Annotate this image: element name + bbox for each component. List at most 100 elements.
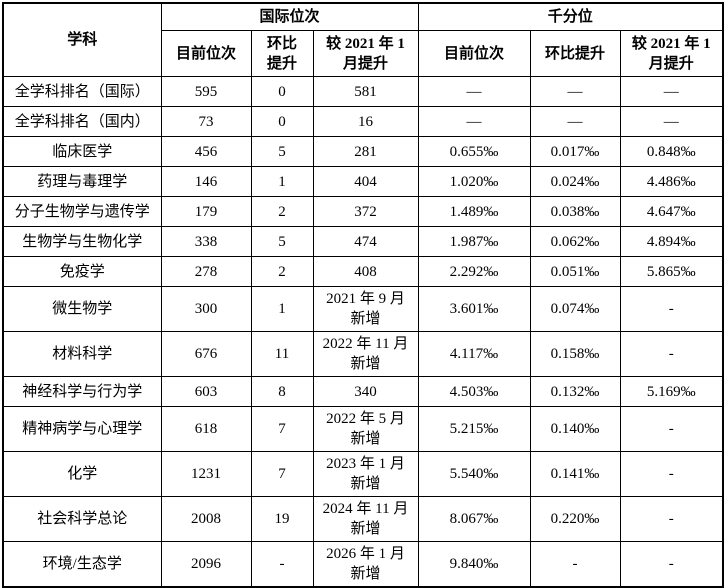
- value-cell: 5: [250, 136, 314, 167]
- subject-cell: 神经科学与行为学: [2, 376, 162, 407]
- value-cell: 2096: [160, 541, 252, 588]
- value-cell: 404: [312, 166, 419, 197]
- value-cell: 5.215‰: [417, 406, 531, 452]
- table-row: 社会科学总论 2008 19 2024 年 11 月 新增 8.067‰ 0.2…: [2, 496, 724, 542]
- value-cell: 1: [250, 166, 314, 197]
- table-row: 生物学与生物化学 338 5 474 1.987‰ 0.062‰ 4.894‰: [2, 226, 724, 257]
- value-cell: 11: [250, 331, 314, 377]
- table-row: 材料科学 676 11 2022 年 11 月 新增 4.117‰ 0.158‰…: [2, 331, 724, 377]
- value-cell: 3.601‰: [417, 286, 531, 332]
- value-cell: 4.647‰: [619, 196, 724, 227]
- value-cell: —: [417, 106, 531, 137]
- value-cell: 146: [160, 166, 252, 197]
- header-intl-gain-since-2021: 较 2021 年 1 月提升: [312, 30, 419, 77]
- value-cell: 2022 年 11 月 新增: [312, 331, 419, 377]
- value-cell: -: [250, 541, 314, 588]
- value-cell: 2022 年 5 月 新增: [312, 406, 419, 452]
- value-cell: 5.169‰: [619, 376, 724, 407]
- value-cell: 0.158‰: [529, 331, 621, 377]
- subject-cell: 生物学与生物化学: [2, 226, 162, 257]
- header-permille-current-rank: 目前位次: [417, 30, 531, 77]
- value-cell: 5: [250, 226, 314, 257]
- value-cell: 7: [250, 406, 314, 452]
- value-cell: 0.024‰: [529, 166, 621, 197]
- value-cell: -: [619, 286, 724, 332]
- value-cell: 2023 年 1 月 新增: [312, 451, 419, 497]
- value-cell: 1231: [160, 451, 252, 497]
- subject-cell: 精神病学与心理学: [2, 406, 162, 452]
- value-cell: 618: [160, 406, 252, 452]
- header-group-permille: 千分位: [417, 2, 724, 31]
- value-cell: 8: [250, 376, 314, 407]
- value-cell: —: [619, 106, 724, 137]
- header-permille-mom-gain: 环比提升: [529, 30, 621, 77]
- header-group-international-rank: 国际位次: [160, 2, 419, 31]
- value-cell: —: [529, 106, 621, 137]
- value-cell: 73: [160, 106, 252, 137]
- value-cell: 2: [250, 256, 314, 287]
- value-cell: 2021 年 9 月 新增: [312, 286, 419, 332]
- subject-cell: 分子生物学与遗传学: [2, 196, 162, 227]
- value-cell: —: [417, 76, 531, 107]
- value-cell: 19: [250, 496, 314, 542]
- value-cell: -: [619, 331, 724, 377]
- table-row: 免疫学 278 2 408 2.292‰ 0.051‰ 5.865‰: [2, 256, 724, 287]
- value-cell: 5.540‰: [417, 451, 531, 497]
- subject-cell: 临床医学: [2, 136, 162, 167]
- value-cell: 2.292‰: [417, 256, 531, 287]
- value-cell: 0: [250, 106, 314, 137]
- value-cell: 456: [160, 136, 252, 167]
- table-body: 全学科排名（国际） 595 0 581 — — — 全学科排名（国内） 73 0…: [2, 76, 724, 588]
- value-cell: 1: [250, 286, 314, 332]
- value-cell: 4.503‰: [417, 376, 531, 407]
- value-cell: 408: [312, 256, 419, 287]
- value-cell: 0.141‰: [529, 451, 621, 497]
- table-row: 分子生物学与遗传学 179 2 372 1.489‰ 0.038‰ 4.647‰: [2, 196, 724, 227]
- value-cell: 4.117‰: [417, 331, 531, 377]
- value-cell: 338: [160, 226, 252, 257]
- value-cell: 2: [250, 196, 314, 227]
- value-cell: 340: [312, 376, 419, 407]
- value-cell: 372: [312, 196, 419, 227]
- value-cell: 278: [160, 256, 252, 287]
- subject-cell: 社会科学总论: [2, 496, 162, 542]
- value-cell: -: [619, 541, 724, 588]
- value-cell: 0.140‰: [529, 406, 621, 452]
- value-cell: 603: [160, 376, 252, 407]
- table-row: 全学科排名（国内） 73 0 16 — — —: [2, 106, 724, 137]
- table-row: 全学科排名（国际） 595 0 581 — — —: [2, 76, 724, 107]
- value-cell: 1.987‰: [417, 226, 531, 257]
- value-cell: 0.655‰: [417, 136, 531, 167]
- value-cell: 300: [160, 286, 252, 332]
- subject-cell: 化学: [2, 451, 162, 497]
- value-cell: 16: [312, 106, 419, 137]
- value-cell: —: [529, 76, 621, 107]
- value-cell: 0.062‰: [529, 226, 621, 257]
- value-cell: -: [619, 451, 724, 497]
- value-cell: 0.017‰: [529, 136, 621, 167]
- value-cell: -: [619, 406, 724, 452]
- value-cell: 7: [250, 451, 314, 497]
- value-cell: 0: [250, 76, 314, 107]
- value-cell: 595: [160, 76, 252, 107]
- table-row: 精神病学与心理学 618 7 2022 年 5 月 新增 5.215‰ 0.14…: [2, 406, 724, 452]
- value-cell: 0.220‰: [529, 496, 621, 542]
- value-cell: 2024 年 11 月 新增: [312, 496, 419, 542]
- header-subject: 学科: [2, 2, 162, 77]
- table-row: 化学 1231 7 2023 年 1 月 新增 5.540‰ 0.141‰ -: [2, 451, 724, 497]
- value-cell: 0.038‰: [529, 196, 621, 227]
- table-row: 环境/生态学 2096 - 2026 年 1 月 新增 9.840‰ - -: [2, 541, 724, 588]
- subject-cell: 全学科排名（国内）: [2, 106, 162, 137]
- value-cell: 1.489‰: [417, 196, 531, 227]
- value-cell: 0.132‰: [529, 376, 621, 407]
- subject-cell: 材料科学: [2, 331, 162, 377]
- header-intl-mom-gain: 环比 提升: [250, 30, 314, 77]
- value-cell: 676: [160, 331, 252, 377]
- subject-cell: 环境/生态学: [2, 541, 162, 588]
- header-intl-current-rank: 目前位次: [160, 30, 252, 77]
- value-cell: 581: [312, 76, 419, 107]
- table-row: 微生物学 300 1 2021 年 9 月 新增 3.601‰ 0.074‰ -: [2, 286, 724, 332]
- value-cell: 2008: [160, 496, 252, 542]
- subject-cell: 免疫学: [2, 256, 162, 287]
